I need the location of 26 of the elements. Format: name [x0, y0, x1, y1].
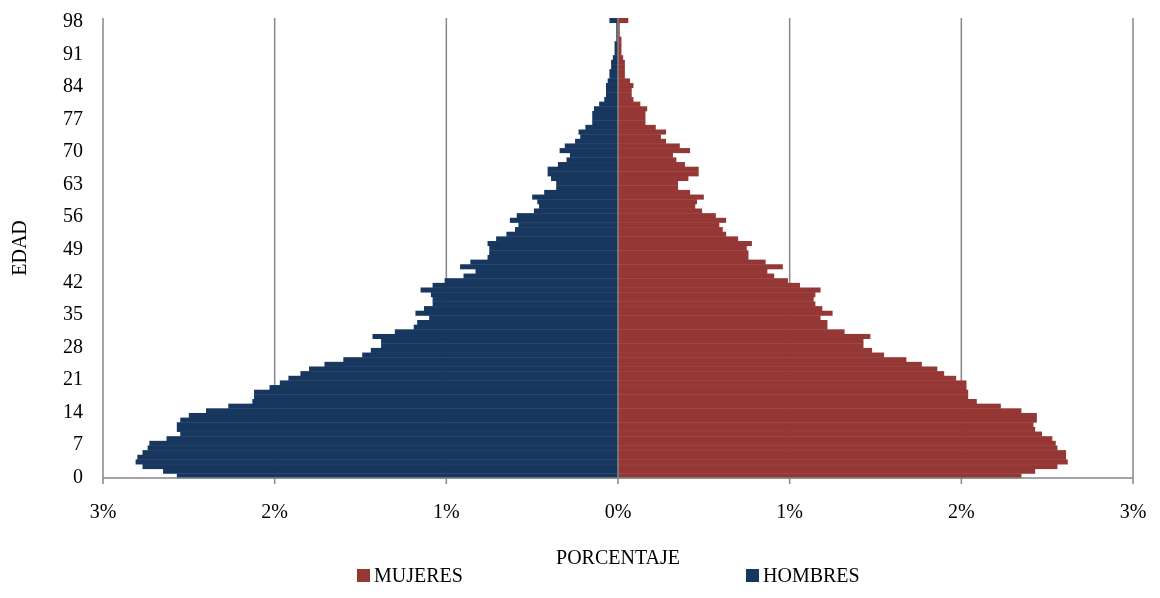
y-tick-label: 70 [63, 139, 83, 162]
y-tick-label: 42 [63, 269, 83, 292]
x-tick-label: 0% [604, 500, 632, 522]
y-tick-label: 84 [63, 74, 83, 97]
y-tick-label: 7 [73, 432, 83, 455]
x-tick-label: 1% [776, 500, 803, 522]
x-tick-label: 3% [89, 500, 117, 522]
y-tick-label: 35 [63, 302, 83, 325]
x-tick-label: 1% [433, 500, 460, 522]
y-tick-label: 49 [63, 237, 83, 259]
x-axis-title: PORCENTAJE [556, 546, 680, 568]
legend-label: MUJERES [374, 564, 463, 586]
y-tick-label: 0 [73, 464, 83, 487]
y-tick-label: 98 [63, 9, 83, 32]
x-tick-label: 3% [1119, 500, 1147, 522]
legend-label: HOMBRES [763, 564, 860, 586]
y-tick-label: 14 [63, 399, 83, 422]
x-tick-label: 2% [948, 500, 975, 522]
y-tick-label: 91 [63, 41, 83, 64]
x-tick-label: 2% [261, 500, 288, 522]
y-tick-label: 21 [63, 367, 83, 390]
y-tick-label: 77 [63, 106, 83, 129]
y-tick-label: 56 [63, 204, 83, 227]
y-tick-label: 63 [63, 171, 83, 194]
y-axis-title: EDAD [8, 220, 30, 276]
y-tick-label: 28 [63, 334, 83, 357]
